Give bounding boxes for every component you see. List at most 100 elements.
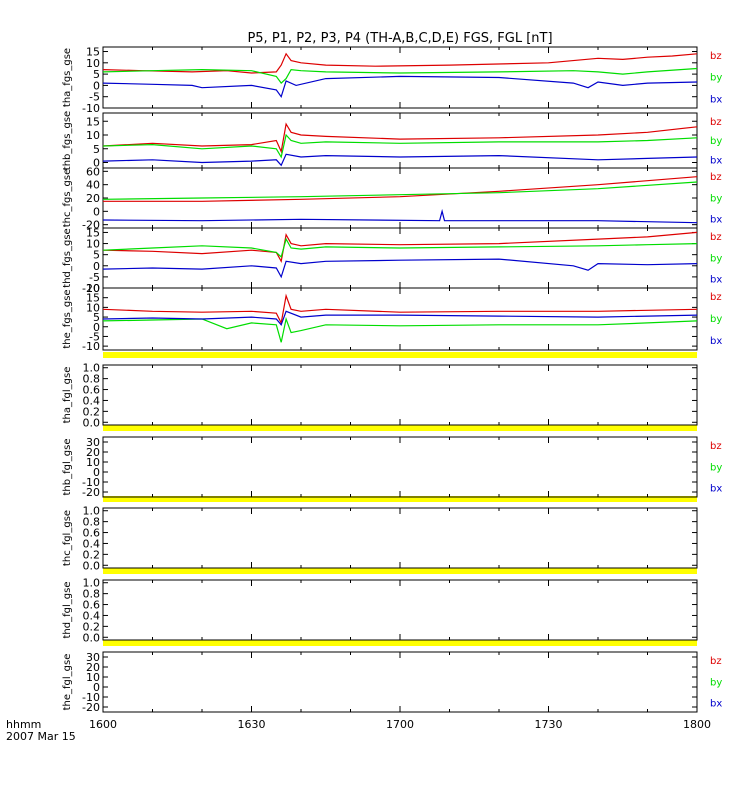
y-tick-label: 0 xyxy=(93,681,100,694)
y-tick-label: -10 xyxy=(82,282,100,295)
x-tick-label: 1800 xyxy=(683,718,711,731)
y-axis-label: tha_fgs_gse xyxy=(62,48,73,107)
y-tick-label: -20 xyxy=(82,701,100,714)
legend-bx: bx xyxy=(710,215,722,226)
y-axis-label: thd_fgl_gse xyxy=(62,582,73,639)
y-tick-label: 1.0 xyxy=(83,577,101,590)
y-axis-label: the_fgl_gse xyxy=(62,654,73,711)
separator-bar xyxy=(103,425,697,431)
y-tick-label: 0 xyxy=(93,205,100,218)
y-tick-label: 20 xyxy=(86,192,100,205)
y-tick-label: 0.6 xyxy=(83,527,101,540)
series-line-by xyxy=(102,67,698,84)
y-tick-label: -5 xyxy=(89,91,100,104)
legend-bz: bz xyxy=(710,292,722,303)
panel-thd_fgl_gse: 1.00.80.60.40.20.0 thd_fgl_gse xyxy=(62,577,698,644)
x-tick-label: 1730 xyxy=(535,718,563,731)
legend-bz: bz xyxy=(710,51,722,62)
y-tick-label: 15 xyxy=(86,46,100,59)
panel-thc_fgl_gse: 1.00.80.60.40.20.0 thc_fgl_gse xyxy=(62,505,698,572)
legend-bz: bz xyxy=(710,656,722,667)
y-tick-label: -5 xyxy=(89,271,100,284)
y-tick-label: 0 xyxy=(93,466,100,479)
y-tick-label: 1.0 xyxy=(83,505,101,518)
y-tick-label: 0.6 xyxy=(83,384,101,397)
y-tick-label: 40 xyxy=(86,179,100,192)
legend-bz: bz xyxy=(710,172,722,183)
y-tick-label: 30 xyxy=(86,436,100,449)
x-tick-label: 1700 xyxy=(386,718,414,731)
series-line-by xyxy=(102,237,698,259)
series-line-bz xyxy=(102,231,698,264)
x-axis-date: 2007 Mar 15 xyxy=(6,730,76,743)
x-tick-label: 1630 xyxy=(238,718,266,731)
separator-bar xyxy=(103,496,697,502)
series-line-bx xyxy=(102,208,698,224)
y-tick-label: 20 xyxy=(86,282,100,295)
y-tick-label: 10 xyxy=(86,671,100,684)
plot-title: P5, P1, P2, P3, P4 (TH-A,B,C,D,E) FGS, F… xyxy=(247,31,552,46)
y-tick-label: 20 xyxy=(86,446,100,459)
series-line-by xyxy=(102,181,698,200)
y-axis-label: thc_fgs_gse xyxy=(62,169,73,228)
y-tick-label: 0.2 xyxy=(83,548,101,561)
legend-bz: bz xyxy=(710,232,722,243)
y-tick-label: 5 xyxy=(93,311,100,324)
y-tick-label: 30 xyxy=(86,651,100,664)
y-tick-label: 5 xyxy=(93,143,100,156)
y-tick-label: -10 xyxy=(82,102,100,115)
x-tick-label: 1600 xyxy=(89,718,117,731)
y-tick-label: 0.2 xyxy=(83,620,101,633)
series-line-bz xyxy=(102,293,698,325)
y-tick-label: -10 xyxy=(82,340,100,353)
y-tick-label: 60 xyxy=(86,165,100,178)
y-tick-label: 0.8 xyxy=(83,373,101,386)
y-tick-label: 0 xyxy=(93,321,100,334)
y-tick-label: 15 xyxy=(86,226,100,239)
panel-frame xyxy=(102,227,698,289)
y-tick-label: 0.4 xyxy=(83,609,101,622)
y-tick-label: 10 xyxy=(86,301,100,314)
legend-by: by xyxy=(710,314,722,325)
panel-frame xyxy=(102,507,698,569)
panel-frame xyxy=(102,436,698,498)
series-line-by xyxy=(102,133,698,159)
legend-by: by xyxy=(710,462,722,473)
legend-bz: bz xyxy=(710,117,722,128)
y-tick-label: -20 xyxy=(82,219,100,232)
y-tick-label: 15 xyxy=(86,115,100,128)
y-tick-label: 10 xyxy=(86,456,100,469)
panel-frame xyxy=(102,364,698,426)
y-tick-label: 0 xyxy=(93,157,100,170)
y-tick-label: 0.0 xyxy=(83,416,101,429)
panel-frame xyxy=(102,651,698,713)
legend-bx: bx xyxy=(710,699,722,710)
series-line-bx xyxy=(102,258,698,279)
legend-bx: bx xyxy=(710,275,722,286)
legend-bx: bx xyxy=(710,94,722,105)
y-tick-label: 10 xyxy=(86,238,100,251)
legend-by: by xyxy=(710,677,722,688)
y-tick-label: -5 xyxy=(89,330,100,343)
legend-bx: bx xyxy=(710,484,722,495)
y-tick-label: 0.6 xyxy=(83,599,101,612)
series-line-bz xyxy=(102,122,698,154)
y-tick-label: 0 xyxy=(93,79,100,92)
y-tick-label: 0.4 xyxy=(83,394,101,407)
y-tick-label: 15 xyxy=(86,292,100,305)
separator-bar xyxy=(103,352,697,358)
y-tick-label: 0.4 xyxy=(83,537,101,550)
legend-bx: bx xyxy=(710,336,722,347)
y-tick-label: 20 xyxy=(86,661,100,674)
separator-bar xyxy=(103,640,697,646)
y-axis-label: thb_fgl_gse xyxy=(62,439,73,496)
y-tick-label: 0.8 xyxy=(83,588,101,601)
legend-bx: bx xyxy=(710,155,722,166)
